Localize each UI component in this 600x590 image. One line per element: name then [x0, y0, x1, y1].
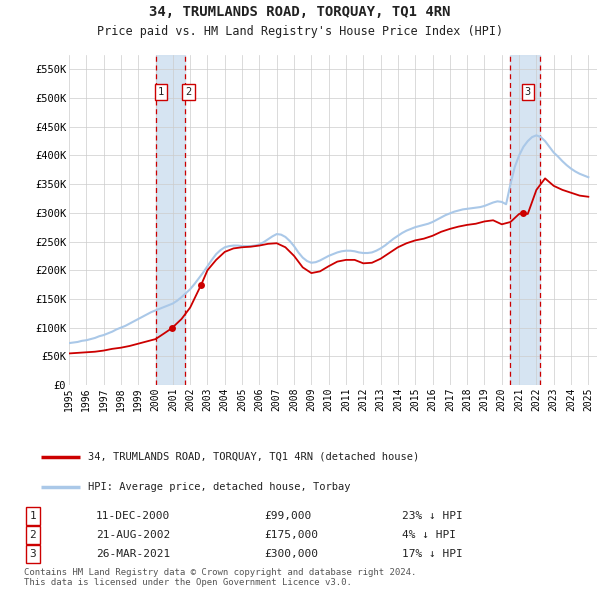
Text: 3: 3: [29, 549, 37, 559]
Text: 4% ↓ HPI: 4% ↓ HPI: [402, 530, 456, 540]
Text: 11-DEC-2000: 11-DEC-2000: [96, 511, 170, 521]
Text: HPI: Average price, detached house, Torbay: HPI: Average price, detached house, Torb…: [88, 481, 350, 491]
Text: 34, TRUMLANDS ROAD, TORQUAY, TQ1 4RN (detached house): 34, TRUMLANDS ROAD, TORQUAY, TQ1 4RN (de…: [88, 452, 419, 462]
Bar: [155, 55, 185, 385]
Text: Contains HM Land Registry data © Crown copyright and database right 2024.
This d: Contains HM Land Registry data © Crown c…: [24, 568, 416, 587]
Text: £300,000: £300,000: [264, 549, 318, 559]
Text: 26-MAR-2021: 26-MAR-2021: [96, 549, 170, 559]
Text: 21-AUG-2002: 21-AUG-2002: [96, 530, 170, 540]
Text: £175,000: £175,000: [264, 530, 318, 540]
Text: 1: 1: [29, 511, 37, 521]
Text: 1: 1: [158, 87, 164, 97]
Text: 17% ↓ HPI: 17% ↓ HPI: [402, 549, 463, 559]
Text: 34, TRUMLANDS ROAD, TORQUAY, TQ1 4RN: 34, TRUMLANDS ROAD, TORQUAY, TQ1 4RN: [149, 5, 451, 19]
Text: £99,000: £99,000: [264, 511, 311, 521]
Text: 3: 3: [524, 87, 531, 97]
Text: 23% ↓ HPI: 23% ↓ HPI: [402, 511, 463, 521]
Bar: [511, 55, 540, 385]
Text: Price paid vs. HM Land Registry's House Price Index (HPI): Price paid vs. HM Land Registry's House …: [97, 25, 503, 38]
Text: 2: 2: [29, 530, 37, 540]
Text: 2: 2: [185, 87, 191, 97]
